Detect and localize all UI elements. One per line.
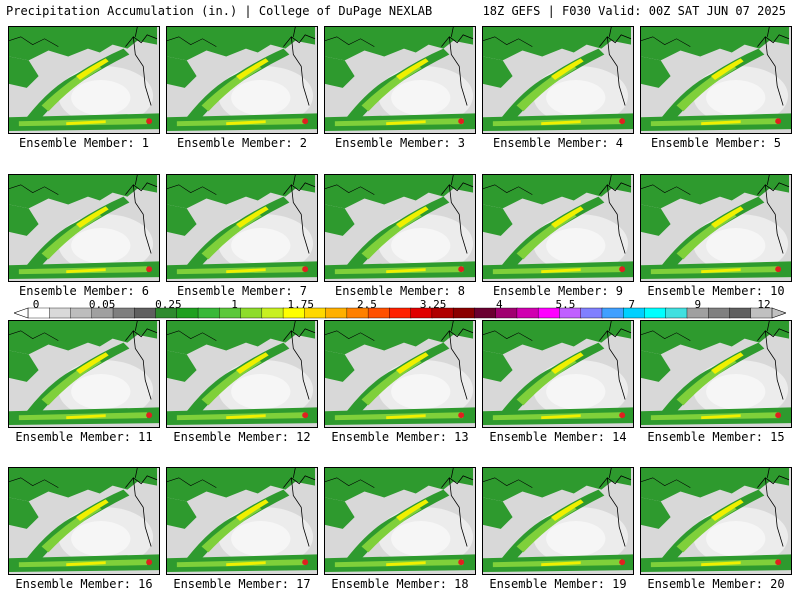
ensemble-member-map bbox=[640, 467, 792, 575]
ensemble-member-map bbox=[8, 467, 160, 575]
scale-swatch bbox=[474, 307, 497, 319]
scale-tick-label: 3.25 bbox=[419, 298, 447, 311]
scale-swatch bbox=[580, 307, 603, 319]
ensemble-member-label: Ensemble Member: 15 bbox=[647, 430, 785, 444]
scale-swatch bbox=[134, 307, 157, 319]
ensemble-member-map bbox=[166, 320, 318, 428]
ensemble-member-label: Ensemble Member: 7 bbox=[176, 284, 308, 298]
scale-swatch bbox=[601, 307, 624, 319]
ensemble-member-label: Ensemble Member: 18 bbox=[331, 577, 469, 591]
ensemble-member-label: Ensemble Member: 16 bbox=[15, 577, 153, 591]
ensemble-member-label: Ensemble Member: 20 bbox=[647, 577, 785, 591]
scale-swatch bbox=[112, 307, 135, 319]
ensemble-member-map bbox=[8, 320, 160, 428]
ensemble-member-label: Ensemble Member: 11 bbox=[15, 430, 153, 444]
scale-swatch bbox=[325, 307, 348, 319]
ensemble-member-label: Ensemble Member: 17 bbox=[173, 577, 311, 591]
ensemble-member-map bbox=[324, 174, 476, 282]
ensemble-member-map bbox=[166, 467, 318, 575]
ensemble-member-label: Ensemble Member: 5 bbox=[650, 136, 782, 150]
ensemble-member-label: Ensemble Member: 6 bbox=[18, 284, 150, 298]
ensemble-member-map bbox=[324, 467, 476, 575]
ensemble-member-label: Ensemble Member: 8 bbox=[334, 284, 466, 298]
scale-swatch bbox=[516, 307, 539, 319]
ensemble-member-label: Ensemble Member: 3 bbox=[334, 136, 466, 150]
precip-color-scale bbox=[14, 307, 786, 319]
ensemble-member-label: Ensemble Member: 19 bbox=[489, 577, 627, 591]
ensemble-member-map bbox=[8, 174, 160, 282]
scale-swatch bbox=[240, 307, 263, 319]
ensemble-member-label: Ensemble Member: 13 bbox=[331, 430, 469, 444]
ensemble-member-map bbox=[640, 320, 792, 428]
scale-swatch bbox=[261, 307, 284, 319]
scale-swatch bbox=[49, 307, 72, 319]
ensemble-member-map bbox=[324, 320, 476, 428]
run-valid-time: 18Z GEFS | F030 Valid: 00Z SAT JUN 07 20… bbox=[482, 4, 786, 18]
scale-tick-label: 12 bbox=[757, 298, 771, 311]
scale-swatch bbox=[708, 307, 731, 319]
scale-tick-label: 4 bbox=[495, 298, 503, 311]
scale-tick-label: 0 bbox=[32, 298, 40, 311]
ensemble-member-map bbox=[640, 174, 792, 282]
ensemble-member-map bbox=[166, 174, 318, 282]
scale-tick-label: 1.75 bbox=[287, 298, 314, 311]
ensemble-member-label: Ensemble Member: 4 bbox=[492, 136, 624, 150]
scale-tick-label: 7 bbox=[628, 298, 635, 311]
ensemble-member-label: Ensemble Member: 9 bbox=[492, 284, 624, 298]
ensemble-member-label: Ensemble Member: 14 bbox=[489, 430, 627, 444]
ensemble-member-map bbox=[482, 467, 634, 575]
scale-tick-label: 1 bbox=[231, 298, 238, 311]
ensemble-member-map bbox=[640, 26, 792, 134]
scale-swatch bbox=[665, 307, 688, 319]
product-title: Precipitation Accumulation (in.) | Colle… bbox=[6, 4, 433, 18]
ensemble-member-map bbox=[166, 26, 318, 134]
scale-max-arrow bbox=[771, 307, 786, 319]
scale-tick-label: 0.05 bbox=[88, 298, 116, 311]
ensemble-member-map bbox=[324, 26, 476, 134]
ensemble-member-map bbox=[8, 26, 160, 134]
scale-min-arrow bbox=[14, 307, 29, 319]
scale-swatch bbox=[452, 307, 476, 319]
ensemble-member-label: Ensemble Member: 12 bbox=[173, 430, 311, 444]
scale-swatch bbox=[197, 307, 221, 319]
scale-tick-label: 5.5 bbox=[555, 298, 576, 311]
ensemble-member-map bbox=[482, 174, 634, 282]
scale-tick-label: 9 bbox=[694, 298, 702, 311]
ensemble-member-label: Ensemble Member: 2 bbox=[176, 136, 308, 150]
ensemble-member-map bbox=[482, 320, 634, 428]
ensemble-member-label: Ensemble Member: 10 bbox=[647, 284, 785, 298]
scale-swatch bbox=[389, 307, 412, 319]
scale-tick-label: 0.25 bbox=[155, 298, 182, 311]
ensemble-member-label: Ensemble Member: 1 bbox=[18, 136, 150, 150]
ensemble-member-map bbox=[482, 26, 634, 134]
scale-tick-label: 2.5 bbox=[356, 298, 377, 311]
scale-swatch bbox=[644, 307, 667, 319]
scale-swatch bbox=[729, 307, 752, 319]
